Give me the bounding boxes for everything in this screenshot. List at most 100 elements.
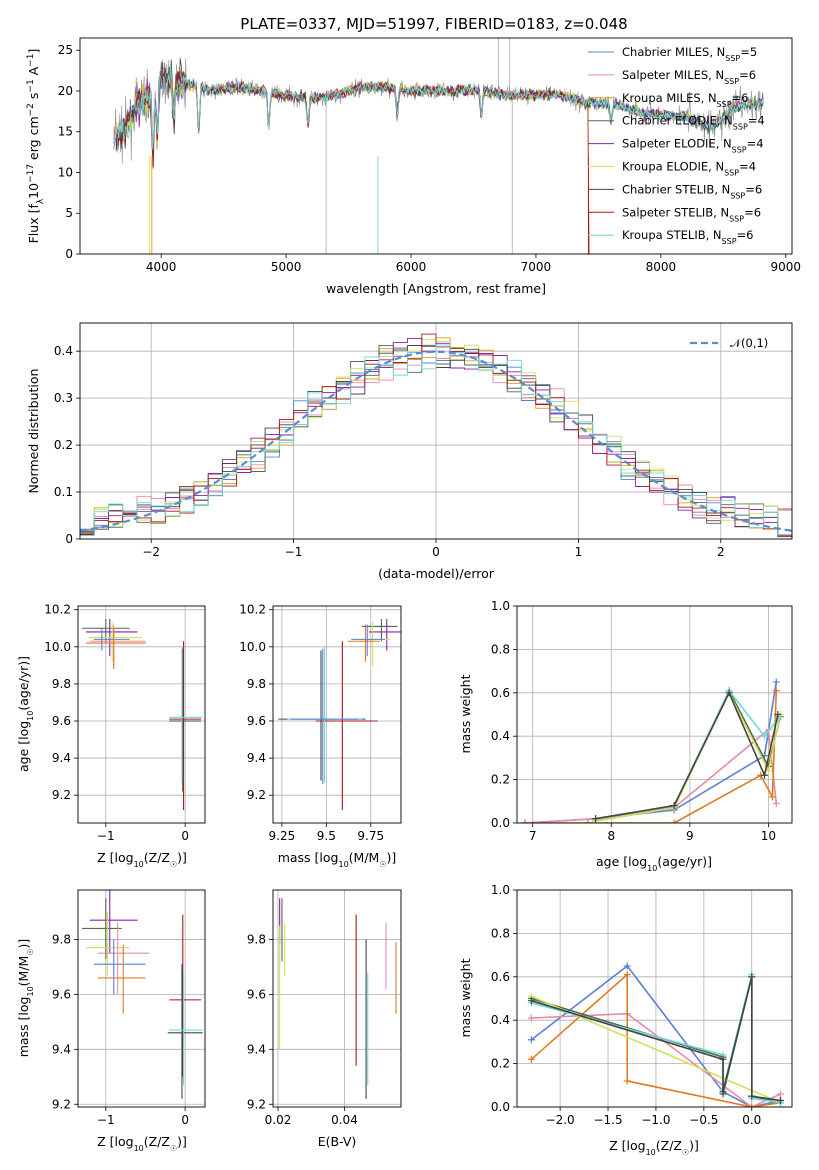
x-tick-label: −2.0: [546, 1113, 575, 1127]
y-tick-label: 0.2: [491, 1057, 510, 1071]
plot-area: [113, 38, 764, 254]
x-tick-label: −2: [142, 545, 160, 559]
massweight-marker: [521, 819, 529, 823]
massweight-marker: [772, 687, 780, 695]
massweight-marker: [670, 819, 678, 823]
axes-frame: [79, 37, 793, 255]
y-axis-label: mass [log10(M/M☉)]: [16, 939, 35, 1058]
y-tick-label: 9.6: [52, 714, 71, 728]
age-vs-mass-panel: 9.25 9.5 9.75 9.2 9.4 9.6 9.8 10.0 10.2 mass [log…: [239, 603, 402, 869]
y-tick-label: 9.6: [52, 987, 71, 1001]
y-tick-label: 25: [58, 43, 73, 57]
massweight-marker: [584, 819, 592, 823]
plot-area: [278, 618, 401, 811]
massweight-marker: [761, 732, 768, 740]
massweight-marker: [623, 962, 631, 970]
massweight-marker: [527, 1055, 535, 1063]
y-tick-label: 0.2: [491, 773, 510, 787]
x-tick-label: 9.25: [269, 829, 296, 843]
y-tick-label: 9.8: [247, 677, 266, 691]
massweight-marker: [772, 678, 780, 686]
x-axis-label: mass [log10(M/M☉)]: [278, 850, 397, 869]
x-tick-label: 7000: [521, 260, 552, 274]
y-tick-label: 10.2: [239, 603, 266, 617]
y-tick-label: 0.1: [54, 485, 73, 499]
x-tick-label: 1: [575, 545, 583, 559]
massweight-marker: [623, 1077, 631, 1085]
massweight-marker: [670, 802, 678, 810]
x-tick-label: 8000: [646, 260, 677, 274]
y-tick-label: 9.6: [247, 714, 266, 728]
y-tick-label: 10: [58, 165, 73, 179]
y-tick-label: 0.0: [491, 816, 510, 830]
y-tick-label: 0.4: [491, 1013, 510, 1027]
axes-frame: [272, 605, 402, 824]
legend-entry-4: Salpeter ELODIE, NSSP=4: [622, 137, 764, 155]
y-tick-label: 0.4: [491, 729, 510, 743]
residual-histogram-7: [80, 333, 792, 539]
massweight-series-2: [524, 690, 778, 823]
massweight-marker: [748, 1092, 756, 1100]
legend-entry-8: Kroupa STELIB, NSSP=6: [622, 228, 753, 246]
massweight-marker: [748, 1103, 756, 1107]
y-tick-label: 9.4: [247, 751, 266, 765]
x-axis-label: Z [log10(Z/Z☉)]: [97, 850, 187, 869]
plot-area: [81, 890, 203, 1099]
plot-area: [527, 962, 785, 1107]
x-tick-label: 7: [529, 829, 537, 843]
massweight-marker: [761, 771, 768, 779]
x-tick-label: 6000: [396, 260, 427, 274]
massweight-marker: [527, 1036, 535, 1044]
legend-entry-7: Salpeter STELIB, NSSP=6: [622, 205, 761, 223]
legend-entry-1: Salpeter MILES, NSSP=6: [622, 68, 756, 86]
x-axis-label: E(B-V): [318, 1134, 357, 1149]
y-axis-label: mass weight: [458, 958, 473, 1037]
y-axis-label: Normed distribution: [26, 369, 41, 494]
y-tick-label: 0.8: [491, 926, 510, 940]
y-tick-label: 10.2: [44, 603, 71, 617]
x-axis-label: Z [log10(Z/Z☉)]: [97, 1134, 187, 1153]
x-tick-label: −0.5: [689, 1113, 718, 1127]
y-tick-label: 0.3: [54, 391, 73, 405]
y-tick-label: 20: [58, 84, 73, 98]
axes-frame: [77, 605, 206, 824]
x-axis-label: wavelength [Angstrom, rest frame]: [326, 281, 546, 296]
y-tick-label: 9.2: [247, 788, 266, 802]
massweight-vs-age-panel: 7 8 9 10 0.0 0.2 0.4 0.6 0.8 1.0 age [log10(age/yr…: [458, 599, 793, 873]
x-tick-label: −1.5: [593, 1113, 622, 1127]
plot-area: [521, 678, 784, 823]
legend-entry-0: Chabrier MILES, NSSP=5: [622, 45, 757, 63]
x-tick-label: −1: [97, 829, 115, 843]
axes-frame: [516, 605, 793, 824]
mass-vs-z-panel: −1 0 9.2 9.4 9.6 9.8 Z [log10(Z/Z☉)] mass [log1…: [16, 889, 206, 1153]
spectrum-panel: 4000 5000 6000 7000 8000 9000 0 5 10 15 20 25 wavele…: [26, 37, 801, 296]
x-tick-label: 0.0: [742, 1113, 761, 1127]
x-tick-label: 0: [432, 545, 440, 559]
x-axis-label: (data-model)/error: [378, 566, 495, 581]
y-tick-label: 9.4: [52, 751, 71, 765]
x-tick-label: 9.5: [317, 829, 336, 843]
massweight-marker: [623, 971, 631, 979]
x-tick-label: 5000: [271, 260, 302, 274]
y-tick-label: 10.0: [44, 640, 71, 654]
x-tick-label: 9.75: [357, 829, 384, 843]
massweight-series-6: [531, 976, 781, 1102]
massweight-marker: [719, 1088, 727, 1096]
massweight-marker: [774, 711, 782, 718]
y-tick-label: 15: [58, 125, 73, 139]
y-tick-label: 9.2: [52, 788, 71, 802]
y-tick-label: 1.0: [491, 883, 510, 897]
y-tick-label: 5: [65, 206, 73, 220]
plot-area: [279, 898, 397, 1099]
axes-frame: [77, 889, 206, 1108]
model-spectrum-8: [113, 65, 764, 150]
y-tick-label: 9.8: [52, 932, 71, 946]
y-tick-label: 9.6: [247, 987, 266, 1001]
x-tick-label: 9000: [770, 260, 801, 274]
y-tick-label: 0: [65, 247, 73, 261]
massweight-marker: [772, 799, 780, 807]
y-tick-label: 0.6: [491, 970, 510, 984]
massweight-marker: [719, 1055, 727, 1063]
x-tick-label: 9: [686, 829, 694, 843]
x-axis-label: Z [log10(Z/Z☉)]: [609, 1138, 699, 1157]
